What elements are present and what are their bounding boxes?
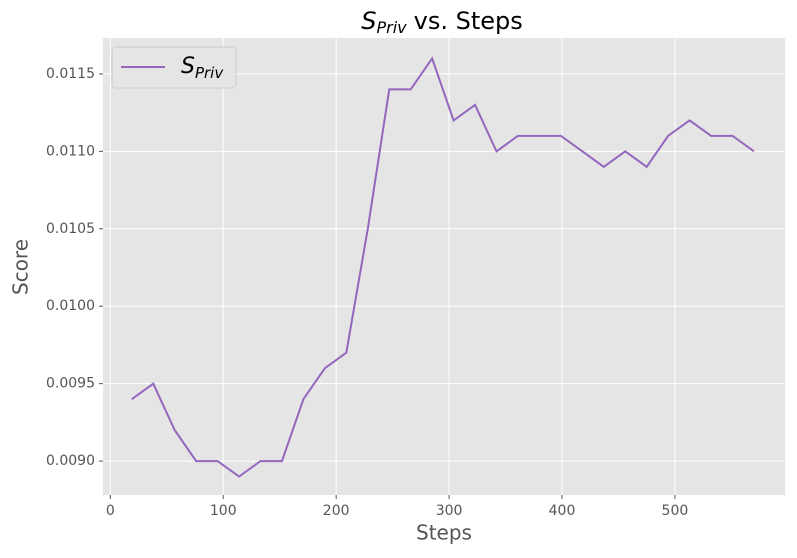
y-tick-label: 0.0095 [46,376,95,392]
x-tick-label: 100 [210,503,237,519]
legend-subscript: Priv [195,64,224,82]
legend-symbol: S [181,54,195,79]
title-subscript: Priv [376,18,407,37]
x-axis-label: Steps [416,521,472,545]
y-tick-label: 0.0090 [46,453,95,469]
marks [131,56,755,478]
legend-box [111,46,237,89]
title-symbol: S [361,7,376,35]
title-text: vs. Steps [414,7,523,35]
y-tick-label: 0.0105 [46,221,95,237]
legend-label: SPriv [181,54,224,82]
series-line [131,56,755,478]
x-tick-label: 200 [323,503,350,519]
x-tick-label: 500 [662,503,689,519]
legend: SPriv [111,46,237,89]
plot-area [103,38,785,495]
x-tick-label: 0 [106,503,115,519]
y-tick-label: 0.0110 [46,143,95,159]
y-axis-label: Score [9,239,33,295]
x-tick-label: 300 [436,503,463,519]
x-tick-label: 400 [549,503,576,519]
chart-title: SPriv vs. Steps [361,7,523,37]
y-tick-label: 0.0115 [46,66,95,82]
y-tick-label: 0.0100 [46,298,95,314]
grid: 0 100 200 300 400 500 0.0090 0.0095 0.0100 0.0105… [46,38,785,519]
